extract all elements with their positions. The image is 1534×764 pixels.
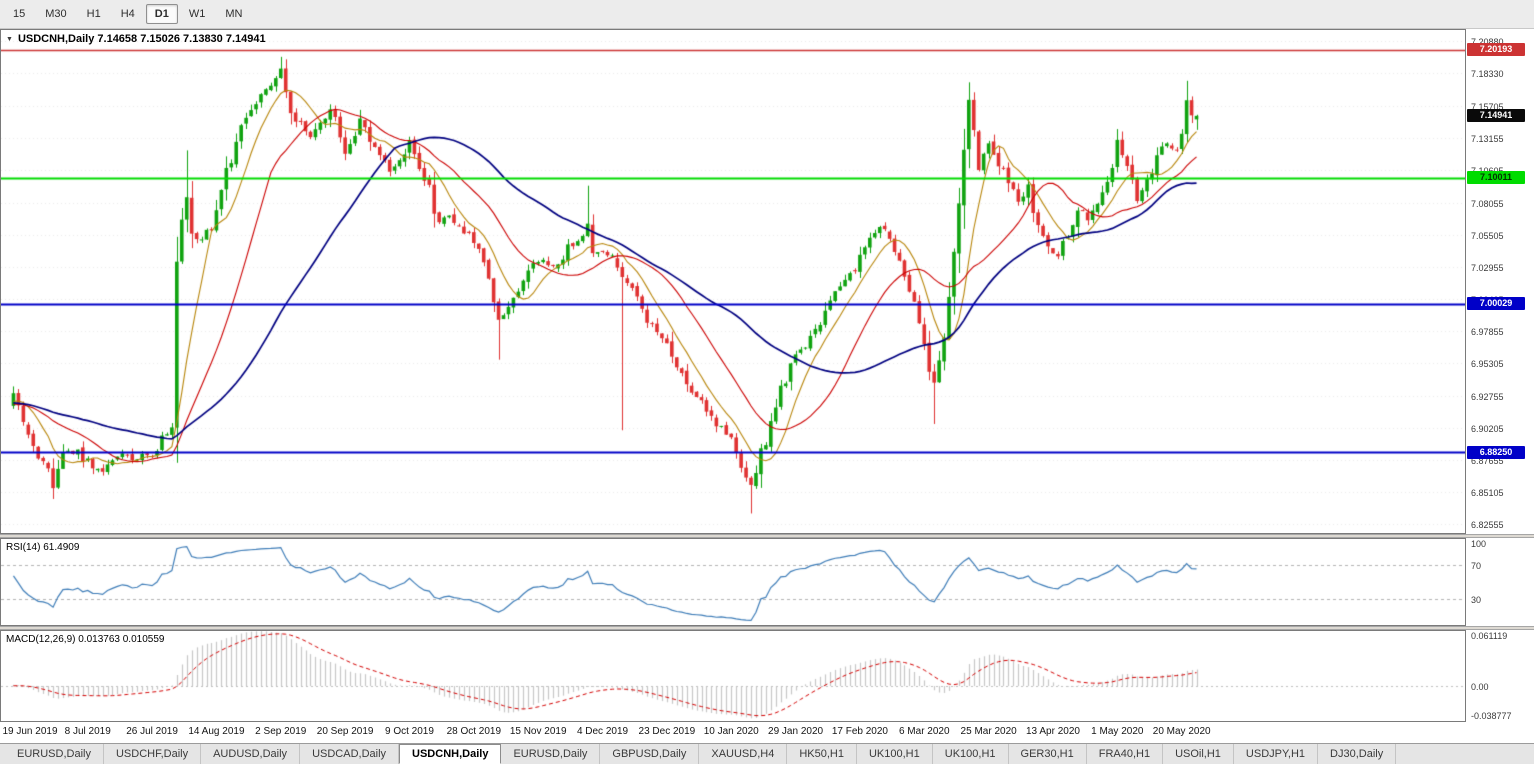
main-plot-area: ▼ USDCNH,Daily 7.14658 7.15026 7.13830 7…	[0, 29, 1466, 534]
chart-tab-usdjpy-h1[interactable]: USDJPY,H1	[1234, 744, 1319, 764]
timeframe-button-d1[interactable]: D1	[145, 4, 178, 24]
rsi-plot-area: RSI(14) 61.4909	[0, 538, 1466, 626]
chart-tab-ger30-h1[interactable]: GER30,H1	[1009, 744, 1087, 764]
timeframe-button-mn[interactable]: MN	[225, 8, 243, 20]
time-axis-label: 26 Jul 2019	[126, 726, 178, 737]
macd-plot-area: MACD(12,26,9) 0.013763 0.010559	[0, 630, 1466, 722]
time-axis-label: 17 Feb 2020	[831, 726, 889, 737]
chart-tab-usoil-h1[interactable]: USOil,H1	[1163, 744, 1234, 764]
rsi-chart-canvas[interactable]	[1, 539, 1465, 625]
time-axis-label: 8 Jul 2019	[64, 726, 111, 737]
main-price-scale[interactable]: 7.208807.183307.157057.131557.106057.080…	[1466, 29, 1534, 534]
rsi-label: RSI(14) 61.4909	[6, 542, 80, 553]
time-axis-label: 1 May 2020	[1091, 726, 1144, 737]
time-axis-label: 13 Apr 2020	[1026, 726, 1080, 737]
chart-tab-hk50-h1[interactable]: HK50,H1	[787, 744, 857, 764]
time-axis-label: 15 Nov 2019	[509, 726, 567, 737]
macd-scale-label: 0.061119	[1471, 631, 1508, 641]
chart-tab-uk100-h1[interactable]: UK100,H1	[933, 744, 1009, 764]
price-scale-tick: 7.08055	[1471, 198, 1504, 209]
chart-tab-audusd-daily[interactable]: AUDUSD,Daily	[201, 744, 301, 764]
price-scale-tick: 7.15705	[1471, 102, 1504, 113]
timeframe-button-m30[interactable]: M30	[45, 8, 67, 20]
chart-tab-usdchf-daily[interactable]: USDCHF,Daily	[104, 744, 202, 764]
time-axis-label: 25 Mar 2020	[960, 726, 1017, 737]
price-scale-tick: 7.05505	[1471, 230, 1504, 241]
macd-scale-label: 0.00	[1471, 682, 1489, 693]
timeframe-button-h4[interactable]: H4	[120, 8, 135, 20]
price-chart-canvas[interactable]	[1, 30, 1465, 533]
time-axis-label: 10 Jan 2020	[703, 726, 759, 737]
timeframe-button-15[interactable]: 15	[13, 8, 26, 20]
time-axis-label: 6 Mar 2020	[898, 726, 950, 737]
chart-collapse-arrow-icon[interactable]: ▼	[6, 35, 13, 43]
price-level-tag: 7.10011	[1467, 171, 1525, 185]
time-axis-label: 4 Dec 2019	[576, 726, 629, 737]
main-chart-panel: ▼ USDCNH,Daily 7.14658 7.15026 7.13830 7…	[0, 29, 1534, 534]
timeframe-button-w1[interactable]: W1	[188, 8, 206, 20]
price-scale-tick: 6.92755	[1471, 391, 1504, 402]
price-scale-tick: 6.85105	[1471, 487, 1504, 498]
price-level-tag: 7.20193	[1467, 43, 1525, 57]
time-axis-label: 14 Aug 2019	[188, 726, 245, 737]
timeframe-toolbar: 15 M30 H1 H4 D1 W1 MN	[0, 0, 1534, 29]
chart-tab-eurusd-daily[interactable]: EURUSD,Daily	[501, 744, 601, 764]
price-scale-tick: 6.95305	[1471, 359, 1504, 370]
chart-tabs-bar: EURUSD,Daily USDCHF,Daily AUDUSD,Daily USDC…	[0, 743, 1534, 764]
price-scale-tick: 7.13155	[1471, 134, 1504, 145]
chart-tab-fra40-h1[interactable]: FRA40,H1	[1087, 744, 1164, 764]
rsi-scale-label: 70	[1471, 560, 1482, 571]
chart-tab-eurusd-daily[interactable]: EURUSD,Daily	[5, 744, 104, 764]
price-level-tag: 6.88250	[1467, 445, 1525, 459]
chart-title-text: USDCNH,Daily 7.14658 7.15026 7.13830 7.1…	[17, 33, 266, 45]
panel-splitter-2[interactable]	[0, 626, 1534, 630]
chart-tab-usdcnh-daily[interactable]: USDCNH,Daily	[399, 744, 502, 764]
macd-scale-label: -0.038777	[1471, 711, 1512, 721]
macd-chart-canvas[interactable]	[1, 631, 1465, 721]
current-price-tag: 7.14941	[1467, 109, 1525, 123]
chart-title: ▼ USDCNH,Daily 7.14658 7.15026 7.13830 7…	[6, 33, 266, 45]
macd-scale[interactable]: 0.061119 0.00 -0.038777	[1466, 630, 1534, 722]
time-axis-label: 20 May 2020	[1152, 726, 1211, 737]
time-axis[interactable]: 19 Jun 2019 8 Jul 2019 26 Jul 2019 14 Aug 2…	[0, 722, 1534, 743]
rsi-scale-label: 30	[1471, 595, 1482, 606]
time-axis-label: 29 Jan 2020	[768, 726, 824, 737]
macd-panel: MACD(12,26,9) 0.013763 0.010559 0.061119…	[0, 630, 1534, 722]
chart-tab-xauusd-h4[interactable]: XAUUSD,H4	[699, 744, 788, 764]
time-axis-label: 20 Sep 2019	[316, 726, 374, 737]
price-scale-tick: 7.20880	[1471, 36, 1504, 47]
price-scale-tick: 6.97855	[1471, 327, 1504, 338]
price-scale-tick: 7.18330	[1471, 69, 1504, 80]
chart-tab-gbpusd-daily[interactable]: GBPUSD,Daily	[600, 744, 700, 764]
chart-tab-dj30-daily[interactable]: DJ30,Daily	[1318, 744, 1397, 764]
macd-label: MACD(12,26,9) 0.013763 0.010559	[6, 634, 165, 645]
time-axis-label: 23 Dec 2019	[638, 726, 696, 737]
chart-tab-usdcad-daily[interactable]: USDCAD,Daily	[300, 744, 400, 764]
timeframe-button-h1[interactable]: H1	[86, 8, 101, 20]
price-level-tag: 7.00029	[1467, 297, 1525, 311]
rsi-panel: RSI(14) 61.4909 100 70 30	[0, 538, 1534, 626]
price-scale-tick: 6.90205	[1471, 423, 1504, 434]
price-scale-tick: 6.87655	[1471, 455, 1504, 466]
time-axis-label: 2 Sep 2019	[255, 726, 307, 737]
panel-splitter-1[interactable]	[0, 534, 1534, 538]
time-axis-label: 28 Oct 2019	[446, 726, 502, 737]
rsi-scale[interactable]: 100 70 30	[1466, 538, 1534, 626]
time-axis-label: 19 Jun 2019	[2, 726, 58, 737]
chart-tab-uk100-h1[interactable]: UK100,H1	[857, 744, 933, 764]
price-scale-tick: 6.82555	[1471, 520, 1504, 531]
price-scale-tick: 7.02955	[1471, 262, 1504, 273]
rsi-scale-label: 100	[1471, 539, 1487, 549]
time-axis-label: 9 Oct 2019	[385, 726, 434, 737]
